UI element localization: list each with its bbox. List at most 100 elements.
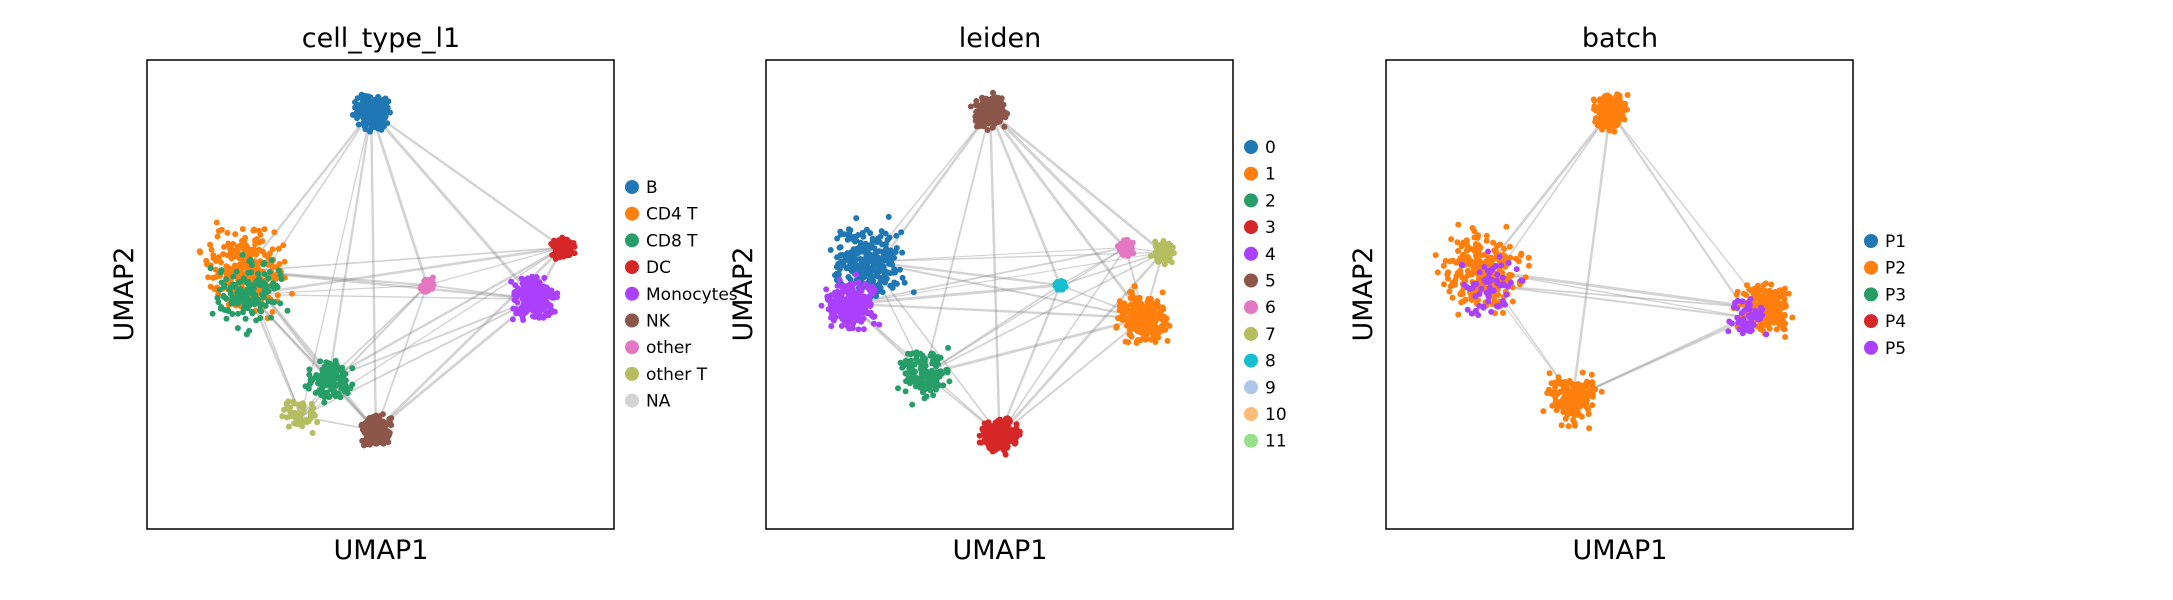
legend-marker — [1244, 273, 1258, 288]
data-point — [533, 281, 540, 288]
data-point — [940, 382, 947, 389]
data-point — [519, 276, 526, 283]
data-point — [226, 243, 233, 250]
data-point — [989, 124, 996, 131]
data-point — [930, 376, 937, 383]
data-point — [519, 290, 526, 297]
data-point — [329, 374, 336, 381]
data-point — [211, 286, 218, 293]
data-point — [988, 95, 995, 102]
data-point — [1592, 105, 1599, 111]
data-point — [1142, 304, 1149, 311]
data-point — [981, 431, 988, 438]
edge-line — [1571, 111, 1612, 398]
data-point — [860, 233, 867, 240]
data-point — [857, 295, 864, 302]
data-point — [358, 91, 365, 98]
data-point — [1127, 325, 1134, 332]
data-point — [268, 314, 274, 321]
data-point — [245, 269, 252, 276]
data-point — [1583, 400, 1590, 407]
data-point — [260, 261, 267, 268]
edge-line — [328, 298, 535, 380]
data-point — [853, 271, 860, 278]
data-point — [846, 229, 853, 236]
data-point — [1485, 258, 1492, 265]
data-point — [1146, 312, 1153, 319]
data-point — [976, 432, 983, 439]
data-point — [218, 226, 225, 233]
data-point — [430, 274, 436, 281]
data-point — [1001, 123, 1008, 130]
data-point — [1743, 292, 1750, 298]
data-point — [207, 265, 214, 272]
data-point — [354, 95, 361, 102]
data-point — [847, 315, 854, 322]
data-point — [1466, 270, 1473, 277]
legend-label: P5 — [1885, 339, 1906, 359]
data-point — [284, 307, 291, 314]
data-point — [1513, 255, 1519, 262]
data-point — [887, 257, 894, 263]
data-point — [871, 287, 878, 294]
data-point — [252, 241, 259, 247]
data-point — [539, 306, 546, 313]
edge-line — [868, 251, 1163, 263]
legend-label: 3 — [1265, 218, 1276, 238]
data-point — [1769, 307, 1775, 314]
data-point — [293, 412, 300, 419]
data-point — [234, 294, 241, 301]
edge-line — [374, 298, 536, 432]
data-point — [842, 299, 849, 306]
data-point — [996, 424, 1003, 431]
data-point — [269, 308, 276, 315]
data-point — [1447, 283, 1454, 290]
data-point — [1732, 299, 1738, 306]
data-point — [1137, 306, 1144, 312]
data-point — [209, 310, 216, 317]
data-point — [1509, 298, 1516, 305]
data-point — [1560, 401, 1567, 408]
data-point — [327, 379, 334, 386]
data-point — [1473, 260, 1479, 267]
data-point — [1475, 232, 1481, 239]
data-point — [825, 306, 832, 313]
data-point — [1126, 331, 1133, 338]
data-point — [933, 363, 939, 370]
y-axis-label: UMAP2 — [728, 247, 759, 342]
data-point — [1495, 291, 1502, 298]
data-point — [223, 276, 230, 283]
data-point — [247, 256, 254, 263]
legend-label: B — [646, 178, 658, 198]
data-point — [257, 302, 264, 308]
data-point — [905, 350, 911, 357]
edge-line — [375, 284, 429, 431]
data-point — [255, 270, 261, 277]
legend-marker — [1244, 140, 1258, 154]
data-point — [876, 261, 883, 268]
legend-marker — [625, 286, 639, 301]
data-point — [1448, 236, 1455, 243]
data-point — [922, 355, 929, 362]
data-point — [1475, 312, 1482, 318]
data-point — [331, 388, 338, 395]
data-point — [274, 292, 281, 299]
data-point — [1614, 106, 1621, 113]
legend-marker — [1244, 300, 1258, 315]
data-point — [379, 108, 386, 115]
edge-line — [849, 283, 1061, 306]
data-point — [1159, 289, 1166, 296]
data-point — [289, 290, 295, 297]
data-point — [1591, 97, 1598, 104]
data-point — [242, 242, 249, 249]
data-point — [258, 308, 265, 315]
data-point — [1440, 262, 1447, 269]
data-point — [1572, 422, 1578, 429]
data-point — [224, 307, 231, 314]
data-point — [371, 440, 378, 447]
data-point — [310, 412, 317, 419]
data-point — [1485, 248, 1492, 255]
data-point — [1499, 274, 1506, 281]
data-point — [933, 356, 940, 363]
